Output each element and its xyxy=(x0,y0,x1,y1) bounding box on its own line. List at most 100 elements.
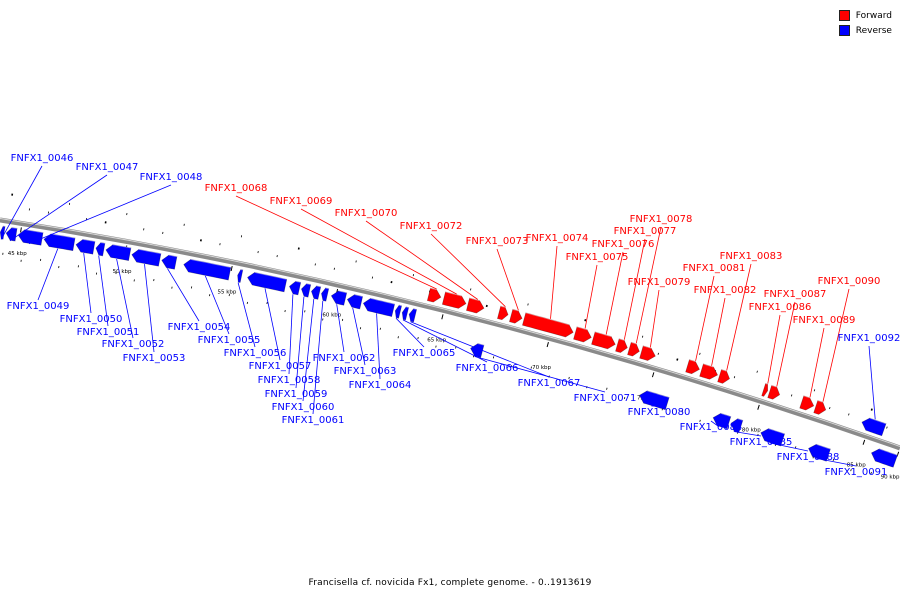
gene-fnfx1-0060-label[interactable]: FNFX1_0060 xyxy=(272,402,335,413)
gene-fnfx1-0089-label[interactable]: FNFX1_0089 xyxy=(793,315,856,326)
gene-fnfx1-0063[interactable] xyxy=(346,294,364,310)
gene-fnfx1-0092-label[interactable]: FNFX1_0092 xyxy=(838,333,900,344)
gene-fnfx1-0075[interactable] xyxy=(573,326,592,343)
gene-fnfx1-0075-label[interactable]: FNFX1_0075 xyxy=(566,252,629,263)
gene-fnfx1-0087[interactable] xyxy=(767,384,781,400)
gene-fnfx1-0082[interactable] xyxy=(699,363,718,380)
gene-fnfx1-0065-label[interactable]: FNFX1_0065 xyxy=(393,348,456,359)
gene-fnfx1-0056[interactable] xyxy=(237,269,244,283)
gene-fnfx1-0079[interactable] xyxy=(639,345,656,361)
gene-fnfx1-0047-label[interactable]: FNFX1_0047 xyxy=(76,162,139,173)
gene-fnfx1-0074-label[interactable]: FNFX1_0074 xyxy=(526,233,589,244)
forward-swatch xyxy=(838,10,850,21)
gene-fnfx1-0082-label[interactable]: FNFX1_0082 xyxy=(694,285,757,296)
gene-fnfx1-0070-label[interactable]: FNFX1_0070 xyxy=(335,208,398,219)
gene-fnfx1-0077-label[interactable]: FNFX1_0077 xyxy=(614,226,677,237)
backbone-track xyxy=(0,217,900,451)
gene-fnfx1-0067-label[interactable]: FNFX1_0067 xyxy=(518,378,581,389)
gene-fnfx1-0076-label[interactable]: FNFX1_0076 xyxy=(592,239,655,250)
gene-fnfx1-0078-label[interactable]: FNFX1_0078 xyxy=(630,214,693,225)
gene-fnfx1-0053-label[interactable]: FNFX1_0053 xyxy=(123,353,186,364)
gene-fnfx1-0073-leader xyxy=(496,248,519,311)
gene-fnfx1-0088[interactable] xyxy=(760,428,786,447)
gene-fnfx1-0064[interactable] xyxy=(362,297,396,317)
gene-fnfx1-0067[interactable] xyxy=(408,308,418,323)
gene-fnfx1-0053[interactable] xyxy=(131,248,162,267)
gene-fnfx1-0049[interactable] xyxy=(43,233,76,252)
gene-fnfx1-0080[interactable] xyxy=(639,390,670,411)
gene-fnfx1-0069[interactable] xyxy=(441,291,467,309)
gene-fnfx1-0048-label[interactable]: FNFX1_0048 xyxy=(140,172,203,183)
gene-fnfx1-0047[interactable] xyxy=(5,227,18,242)
gene-fnfx1-0079-label[interactable]: FNFX1_0079 xyxy=(628,277,691,288)
gene-fnfx1-0068-label[interactable]: FNFX1_0068 xyxy=(205,183,268,194)
gene-fnfx1-0084-label[interactable]: FNFX1_0084 xyxy=(680,422,743,433)
gene-fnfx1-0085-label[interactable]: FNFX1_0085 xyxy=(730,437,793,448)
gene-fnfx1-0089[interactable] xyxy=(799,395,815,411)
gene-fnfx1-0080-label[interactable]: FNFX1_0080 xyxy=(628,407,691,418)
gene-fnfx1-0062-label[interactable]: FNFX1_0062 xyxy=(313,353,376,364)
gene-fnfx1-0086[interactable] xyxy=(761,383,769,397)
gene-fnfx1-0087-label[interactable]: FNFX1_0087 xyxy=(764,289,827,300)
gene-fnfx1-0072[interactable] xyxy=(497,305,509,321)
gene-fnfx1-0052-leader xyxy=(116,258,134,339)
gene-fnfx1-0049-label[interactable]: FNFX1_0049 xyxy=(7,301,70,312)
gene-fnfx1-0052-label[interactable]: FNFX1_0052 xyxy=(102,339,165,350)
gene-fnfx1-0083-label[interactable]: FNFX1_0083 xyxy=(720,251,783,262)
gene-partial-edge[interactable] xyxy=(871,448,898,468)
gene-fnfx1-0052[interactable] xyxy=(105,244,132,261)
gene-fnfx1-0055[interactable] xyxy=(183,258,232,281)
gene-fnfx1-0073-label[interactable]: FNFX1_0073 xyxy=(466,236,529,247)
legend-forward: Forward xyxy=(838,8,892,23)
gene-fnfx1-0074[interactable] xyxy=(522,312,574,338)
gene-fnfx1-0065[interactable] xyxy=(394,304,403,319)
gene-fnfx1-0046-label[interactable]: FNFX1_0046 xyxy=(11,153,74,164)
gene-fnfx1-0059[interactable] xyxy=(301,283,312,298)
gene-fnfx1-0069-label[interactable]: FNFX1_0069 xyxy=(270,196,333,207)
gene-fnfx1-0061[interactable] xyxy=(321,287,330,302)
gene-fnfx1-0058[interactable] xyxy=(289,280,302,296)
gene-fnfx1-0070[interactable] xyxy=(466,297,485,314)
gene-fnfx1-0091[interactable] xyxy=(808,443,831,462)
gene-fnfx1-0048[interactable] xyxy=(17,229,44,246)
gene-fnfx1-0088-label[interactable]: FNFX1_0088 xyxy=(777,452,840,463)
gene-fnfx1-0076[interactable] xyxy=(591,331,616,350)
gene-fnfx1-0050[interactable] xyxy=(75,238,96,255)
gene-fnfx1-0077[interactable] xyxy=(615,338,628,353)
gene-fnfx1-0091-label[interactable]: FNFX1_0091 xyxy=(825,467,888,478)
gene-fnfx1-0054[interactable] xyxy=(161,254,178,270)
gene-fnfx1-0057[interactable] xyxy=(247,271,288,293)
gene-fnfx1-0060[interactable] xyxy=(311,285,322,300)
gene-fnfx1-0071-label[interactable]: FNFX1_0071 xyxy=(574,393,637,404)
gene-fnfx1-0066[interactable] xyxy=(401,306,410,321)
gene-fnfx1-0064-label[interactable]: FNFX1_0064 xyxy=(349,380,412,391)
gene-fnfx1-0086-label[interactable]: FNFX1_0086 xyxy=(749,302,812,313)
gene-fnfx1-0081-label[interactable]: FNFX1_0081 xyxy=(683,263,746,274)
gene-fnfx1-0050-label[interactable]: FNFX1_0050 xyxy=(60,314,123,325)
gene-fnfx1-0090-label[interactable]: FNFX1_0090 xyxy=(818,276,881,287)
gene-fnfx1-0057-label[interactable]: FNFX1_0057 xyxy=(249,361,312,372)
gene-fnfx1-0078-highlight xyxy=(631,341,637,345)
gene-fnfx1-0051-label[interactable]: FNFX1_0051 xyxy=(77,327,140,338)
gene-fnfx1-0072-label[interactable]: FNFX1_0072 xyxy=(400,221,463,232)
gene-fnfx1-0066-label[interactable]: FNFX1_0066 xyxy=(456,363,519,374)
gene-fnfx1-0056-label[interactable]: FNFX1_0056 xyxy=(224,348,287,359)
gene-fnfx1-0058-label[interactable]: FNFX1_0058 xyxy=(258,375,321,386)
gene-fnfx1-0081[interactable] xyxy=(685,359,700,375)
gene-fnfx1-0068[interactable] xyxy=(426,287,442,303)
gene-fnfx1-0059-label[interactable]: FNFX1_0059 xyxy=(265,389,328,400)
gene-fnfx1-0051[interactable] xyxy=(95,242,106,257)
gene-fnfx1-0092[interactable] xyxy=(861,417,887,437)
gene-fnfx1-0083[interactable] xyxy=(717,369,730,384)
gene-fnfx1-0062[interactable] xyxy=(330,290,348,306)
gene-fnfx1-0090[interactable] xyxy=(813,400,827,415)
gene-fnfx1-0063-label[interactable]: FNFX1_0063 xyxy=(334,366,397,377)
gene-fnfx1-0055-label[interactable]: FNFX1_0055 xyxy=(198,335,261,346)
gene-fnfx1-0061-label[interactable]: FNFX1_0061 xyxy=(282,415,345,426)
gene-fnfx1-0084[interactable] xyxy=(712,412,732,430)
gene-fnfx1-0077-leader xyxy=(623,238,646,340)
gene-fnfx1-0049-highlight xyxy=(51,233,76,239)
gene-fnfx1-0073[interactable] xyxy=(509,308,523,324)
gene-fnfx1-0078[interactable] xyxy=(627,341,640,357)
gene-fnfx1-0054-label[interactable]: FNFX1_0054 xyxy=(168,322,231,333)
